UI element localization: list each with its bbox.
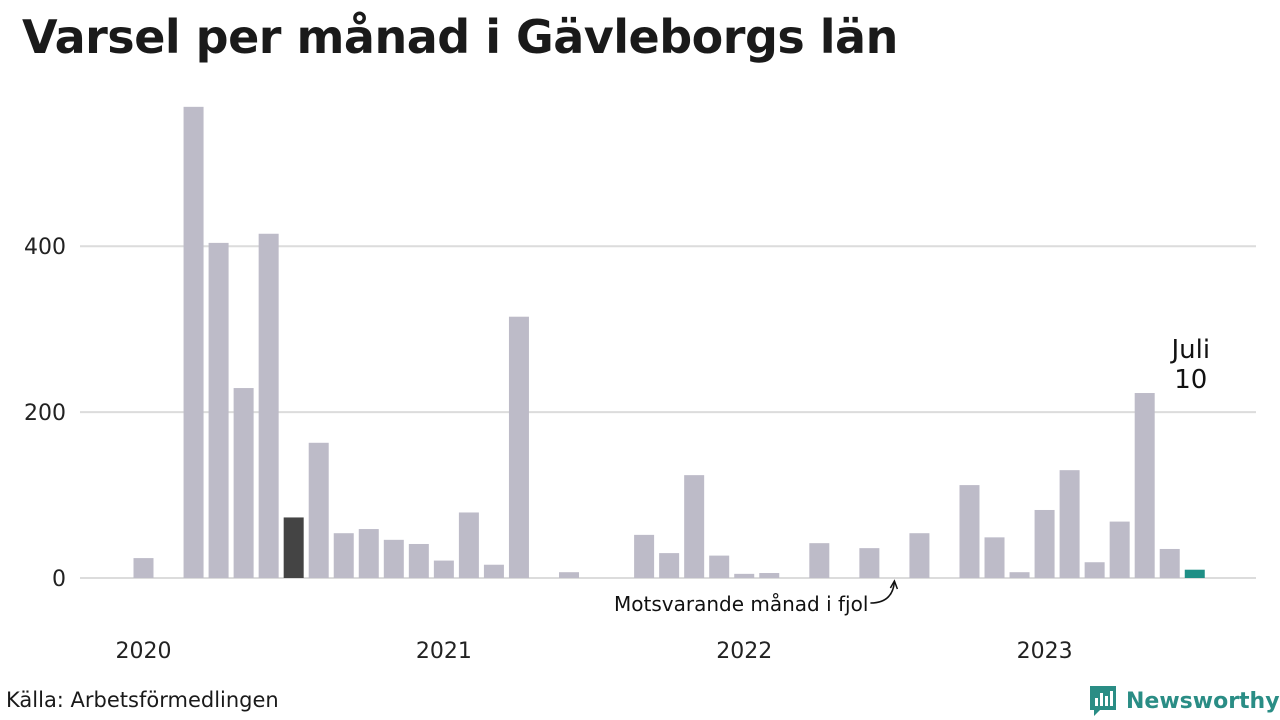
- y-axis-ticks: 0 200 400: [24, 235, 66, 592]
- bar-2021-09: [634, 534, 655, 578]
- bar-2022-02: [759, 573, 780, 578]
- current-value-label: 10: [1174, 365, 1207, 395]
- bar-2020-06: [258, 233, 279, 578]
- bar-2020-10: [358, 529, 379, 578]
- bar-2021-02: [458, 512, 479, 578]
- bar-2022-01: [734, 573, 755, 578]
- bar-2022-08: [909, 533, 930, 578]
- bar-2020-01: [133, 558, 154, 578]
- bar-2023-06: [1159, 548, 1180, 578]
- bar-2023-07: [1184, 569, 1205, 578]
- previous-year-annotation: Motsvarande månad i fjol: [614, 592, 868, 616]
- bar-2021-11: [684, 475, 705, 578]
- bar-2021-06: [559, 572, 580, 578]
- y-tick-label: 0: [52, 567, 66, 592]
- bar-2022-12: [1009, 572, 1030, 578]
- bar-2022-04: [809, 543, 830, 578]
- bar-2020-04: [208, 242, 229, 578]
- y-tick-label: 200: [24, 401, 66, 426]
- bar-2023-01: [1034, 509, 1055, 578]
- bar-2023-03: [1084, 562, 1105, 578]
- y-tick-label: 400: [24, 235, 66, 260]
- bar-2021-10: [659, 553, 680, 578]
- bar-2023-05: [1134, 393, 1155, 578]
- bar-2021-04: [508, 316, 529, 578]
- bar-2023-04: [1109, 521, 1130, 578]
- x-year-label: 2022: [716, 639, 772, 664]
- bar-2023-02: [1059, 470, 1080, 578]
- bar-2022-06: [859, 548, 880, 578]
- bars: [133, 106, 1205, 579]
- bar-2020-05: [233, 388, 254, 578]
- x-year-label: 2020: [116, 639, 172, 664]
- x-axis-year-labels: 2020 2021 2022 2023: [116, 639, 1073, 664]
- bar-2021-03: [483, 564, 504, 578]
- bar-2022-11: [984, 537, 1005, 578]
- bar-2020-12: [408, 543, 429, 578]
- x-year-label: 2023: [1017, 639, 1073, 664]
- x-year-label: 2021: [416, 639, 472, 664]
- bar-2020-09: [333, 533, 354, 578]
- bar-2021-01: [433, 560, 454, 578]
- brand-logo: Newsworthy: [1088, 684, 1280, 718]
- annotation-arrow-head: [889, 579, 899, 590]
- bar-2020-11: [383, 539, 404, 578]
- bar-2022-10: [959, 485, 980, 578]
- current-month-label: Juli: [1169, 335, 1210, 365]
- bar-2020-07: [283, 517, 304, 578]
- bar-2020-08: [308, 442, 329, 578]
- newsworthy-logo-icon: [1090, 686, 1116, 716]
- chart-title: Varsel per månad i Gävleborgs län: [22, 10, 898, 64]
- source-note: Källa: Arbetsförmedlingen: [6, 688, 279, 712]
- brand-name: Newsworthy: [1126, 688, 1280, 714]
- bar-2020-03: [183, 106, 204, 579]
- bar-2021-12: [709, 555, 730, 578]
- annotation-arrow-line: [870, 581, 896, 604]
